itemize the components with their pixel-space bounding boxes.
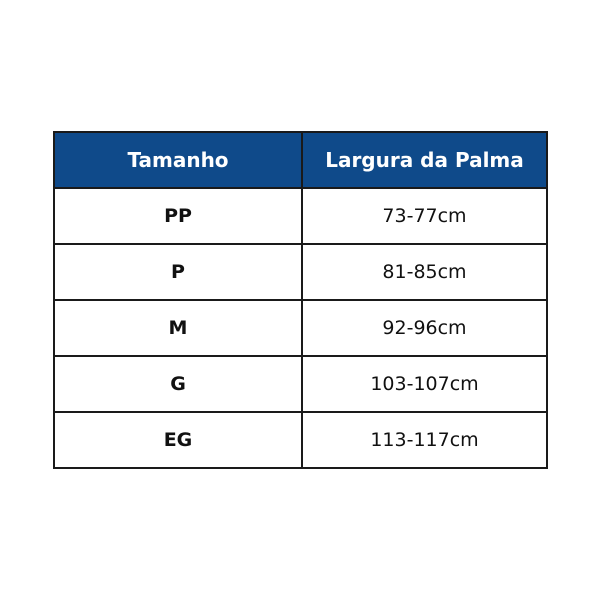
- size-cell: EG: [53, 411, 303, 469]
- table-row: P 81-85cm: [53, 243, 548, 301]
- header-width: Largura da Palma: [301, 131, 548, 189]
- width-cell: 103-107cm: [301, 355, 548, 413]
- size-cell: M: [53, 299, 303, 357]
- table-row: PP 73-77cm: [53, 187, 548, 245]
- width-cell: 113-117cm: [301, 411, 548, 469]
- table-row: EG 113-117cm: [53, 411, 548, 469]
- width-cell: 81-85cm: [301, 243, 548, 301]
- width-cell: 73-77cm: [301, 187, 548, 245]
- size-table: Tamanho Largura da Palma PP 73-77cm P 81-8…: [53, 131, 548, 469]
- table-row: G 103-107cm: [53, 355, 548, 413]
- size-cell: G: [53, 355, 303, 413]
- width-cell: 92-96cm: [301, 299, 548, 357]
- table-row: M 92-96cm: [53, 299, 548, 357]
- header-row: Tamanho Largura da Palma: [53, 131, 548, 189]
- size-cell: PP: [53, 187, 303, 245]
- header-size: Tamanho: [53, 131, 303, 189]
- size-cell: P: [53, 243, 303, 301]
